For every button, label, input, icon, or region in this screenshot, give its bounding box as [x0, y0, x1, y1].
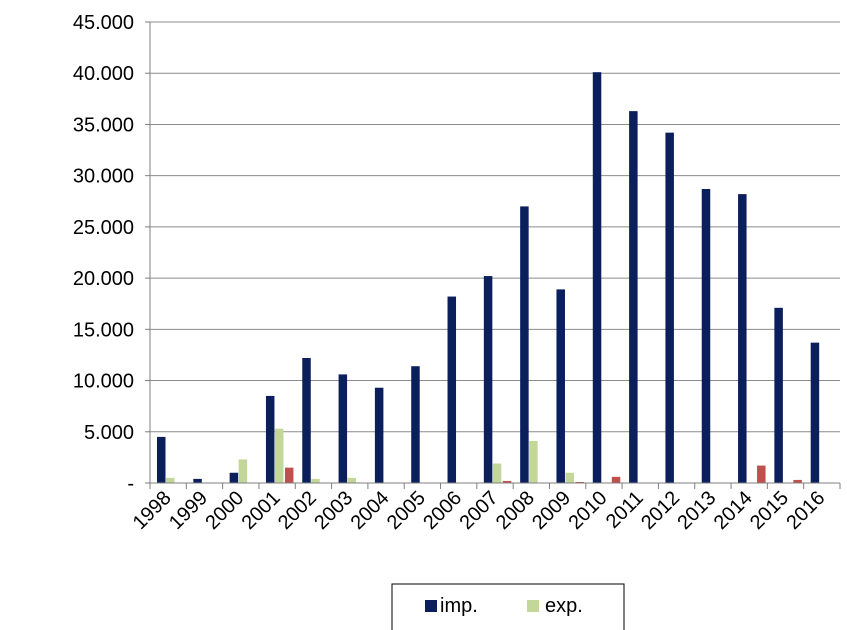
- bar-exp-2000: [238, 459, 248, 483]
- y-tick-label: 15.000: [73, 319, 134, 341]
- x-tick-label: 2016: [782, 487, 829, 534]
- bar-imp-2005: [411, 366, 420, 483]
- x-tick-label: 2015: [746, 487, 793, 534]
- x-tick-label: 2000: [201, 487, 248, 534]
- y-axis-ticks: - 5.000 10.000 15.000 20.000 25.000 30.000 35.0…: [73, 12, 134, 495]
- bar-series-3-2009: [575, 481, 584, 483]
- bar-imp-2000: [229, 472, 239, 483]
- y-tick-label: 30.000: [73, 166, 134, 188]
- gridlines: [145, 21, 840, 484]
- x-axis-ticks: 1998199920002001200220032004200520062007…: [129, 483, 841, 534]
- x-tick-label: 2014: [710, 487, 757, 534]
- bar-series-3-2010: [611, 476, 621, 483]
- x-tick-label: 2010: [564, 487, 611, 534]
- bar-series-3-2001: [284, 467, 294, 483]
- bar-imp-2007: [483, 276, 493, 483]
- bar-imp-2013: [701, 188, 711, 484]
- legend-box: [391, 583, 625, 630]
- x-tick-label: 2004: [347, 487, 394, 534]
- y-tick-label: 5.000: [84, 422, 134, 444]
- bar-imp-2001: [265, 395, 275, 483]
- bar-imp-2006: [447, 296, 457, 483]
- x-tick-label: 2011: [602, 487, 648, 533]
- y-tick-label: 25.000: [73, 217, 134, 239]
- bar-imp-2009: [556, 289, 565, 483]
- x-tick-label: 2012: [637, 487, 684, 534]
- x-tick-label: 1999: [165, 487, 212, 534]
- bar-exp-2001: [274, 428, 284, 483]
- bar-exp-2007: [492, 463, 502, 483]
- bar-imp-2015: [774, 307, 783, 483]
- bar-series-3-2015: [793, 479, 802, 483]
- legend-swatch-exp: [527, 600, 539, 612]
- bar-imp-2003: [338, 374, 348, 483]
- x-tick-label: 2003: [310, 487, 357, 534]
- bar-exp-2002: [311, 478, 320, 483]
- bar-imp-2002: [302, 358, 311, 483]
- bar-imp-2016: [810, 342, 820, 483]
- y-tick-label: -: [127, 473, 134, 495]
- legend-label-imp: imp.: [440, 595, 478, 617]
- bar-imp-2014: [738, 194, 747, 483]
- x-tick-label: 1998: [129, 487, 176, 534]
- y-tick-label: 20.000: [73, 268, 134, 290]
- bar-imp-2011: [629, 111, 638, 484]
- bar-exp-2008: [529, 440, 538, 483]
- bar-imp-2010: [592, 72, 602, 483]
- x-tick-label: 2005: [383, 487, 430, 534]
- bar-imp-2004: [374, 387, 384, 483]
- x-tick-label: 2007: [456, 487, 503, 534]
- legend: imp. exp.: [391, 583, 625, 630]
- bar-imp-2008: [520, 206, 529, 483]
- bar-exp-2003: [347, 477, 357, 483]
- y-tick-label: 40.000: [73, 63, 134, 85]
- bar-imp-2012: [665, 132, 674, 483]
- bars: [157, 72, 820, 484]
- y-tick-label: 45.000: [73, 12, 134, 34]
- x-tick-label: 2001: [238, 487, 285, 534]
- x-tick-label: 2006: [419, 487, 466, 534]
- bar-exp-2009: [565, 472, 574, 483]
- y-tick-label: 35.000: [73, 114, 134, 136]
- bar-series-3-2007: [502, 480, 512, 483]
- x-tick-label: 2009: [528, 487, 575, 534]
- y-tick-label: 10.000: [73, 371, 134, 393]
- bar-imp-1998: [157, 436, 166, 483]
- legend-swatch-imp: [425, 600, 437, 612]
- x-tick-label: 2008: [492, 487, 539, 534]
- x-tick-label: 2002: [274, 487, 321, 534]
- bar-imp-1999: [193, 478, 202, 483]
- x-tick-label: 2013: [673, 487, 720, 534]
- bar-exp-1998: [166, 477, 175, 483]
- legend-label-exp: exp.: [545, 595, 583, 617]
- bar-series-3-2014: [757, 465, 766, 483]
